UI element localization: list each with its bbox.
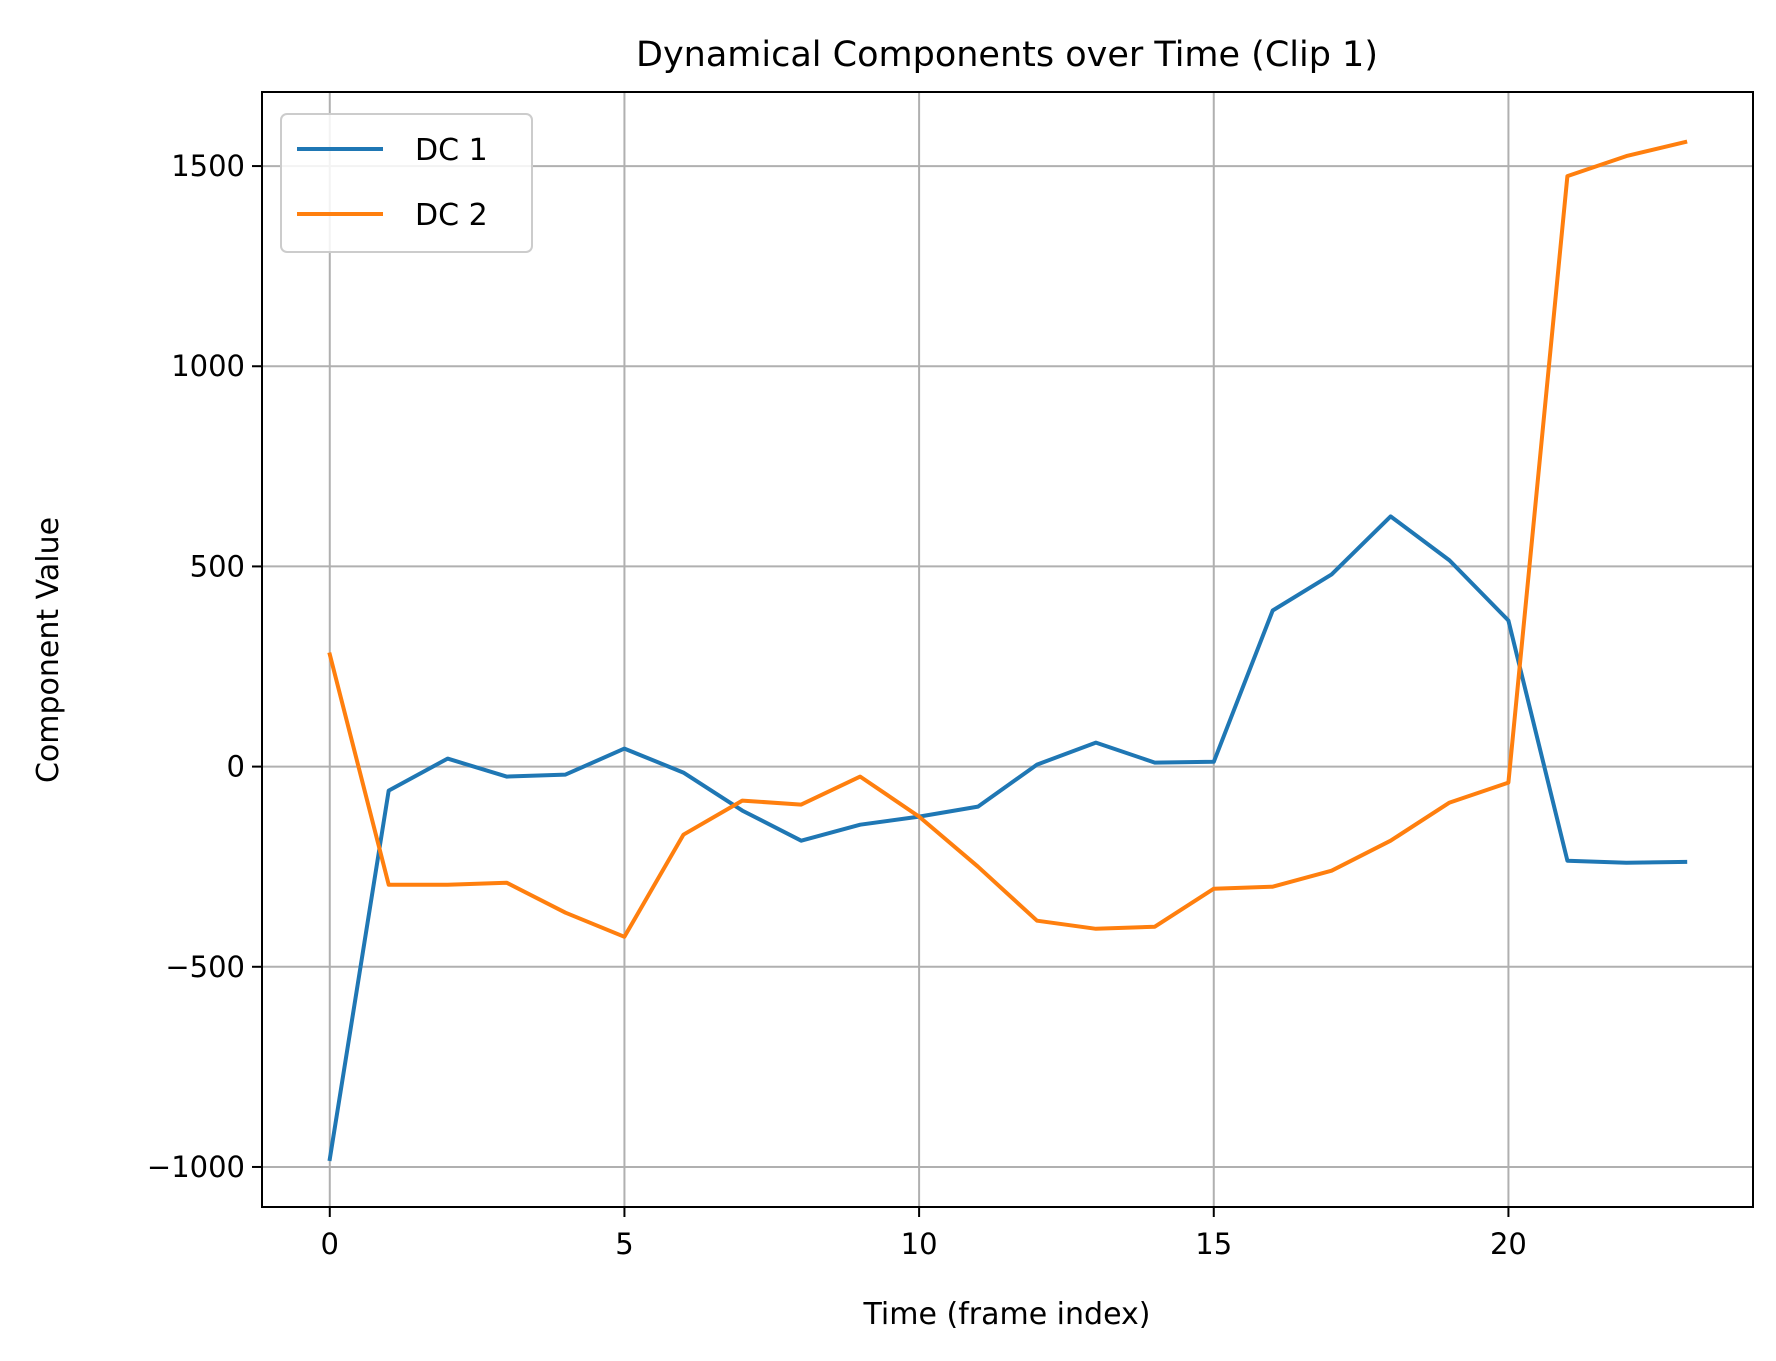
legend: DC 1 DC 2 [280, 113, 533, 253]
chart-title: Dynamical Components over Time (Clip 1) [636, 35, 1378, 75]
y-tick-label: 0 [227, 750, 245, 784]
series-line-dc-2 [327, 139, 1688, 939]
x-tick-label: 10 [901, 1227, 938, 1261]
axis-ticks: 0 5 10 15 20 −1000 −500 0 500 1000 1500 [147, 149, 1527, 1261]
legend-box [280, 113, 533, 253]
series-lines [327, 139, 1688, 1162]
x-tick-label: 15 [1195, 1227, 1232, 1261]
x-tick-label: 20 [1490, 1227, 1527, 1261]
series-line-dc-1 [327, 514, 1688, 1162]
y-axis-label: Component Value [31, 517, 66, 783]
legend-label-dc-2: DC 2 [415, 198, 488, 233]
y-tick-label: −1000 [147, 1150, 245, 1184]
legend-label-dc-1: DC 1 [415, 133, 488, 168]
y-tick-label: 1500 [171, 149, 245, 183]
plot-frame [261, 91, 1754, 1208]
x-axis-label: Time (frame index) [863, 1297, 1151, 1332]
y-tick-label: 1000 [171, 349, 245, 383]
y-tick-label: −500 [165, 950, 245, 984]
y-tick-label: 500 [190, 549, 245, 583]
x-tick-label: 5 [615, 1227, 633, 1261]
x-tick-label: 0 [321, 1227, 339, 1261]
